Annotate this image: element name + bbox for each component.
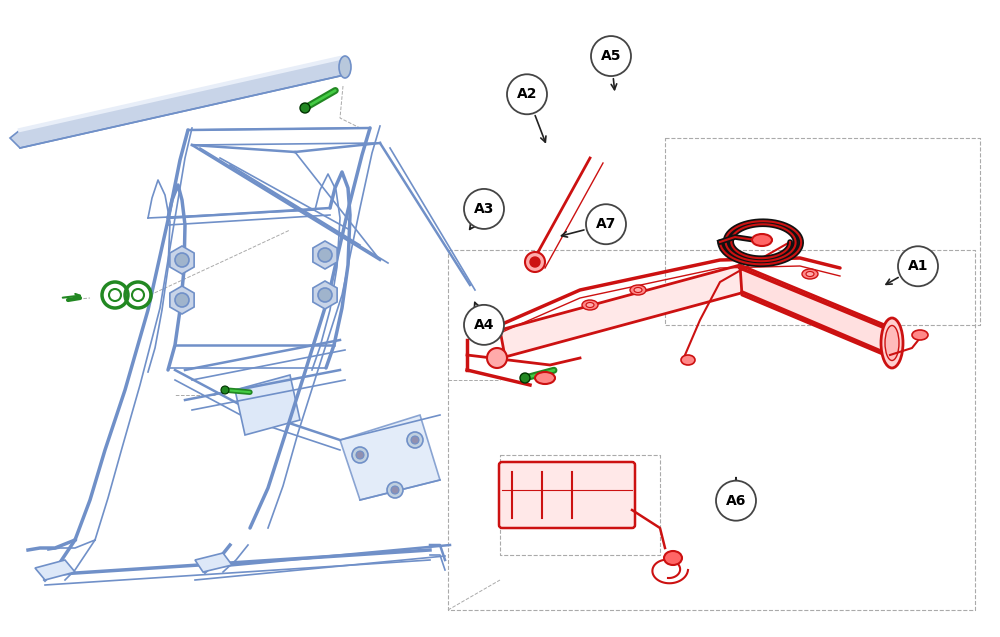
- Circle shape: [487, 348, 507, 368]
- Circle shape: [716, 481, 756, 520]
- Circle shape: [898, 247, 938, 286]
- Circle shape: [407, 432, 423, 448]
- Ellipse shape: [681, 355, 695, 365]
- Circle shape: [591, 36, 631, 76]
- Circle shape: [300, 103, 310, 113]
- Polygon shape: [170, 246, 194, 274]
- Circle shape: [387, 482, 403, 498]
- Circle shape: [352, 447, 368, 463]
- Ellipse shape: [535, 372, 555, 384]
- Polygon shape: [170, 286, 194, 314]
- Ellipse shape: [881, 318, 903, 368]
- Ellipse shape: [806, 271, 814, 276]
- Polygon shape: [313, 241, 337, 269]
- Polygon shape: [500, 265, 745, 357]
- Text: A4: A4: [474, 318, 494, 332]
- Polygon shape: [340, 415, 440, 500]
- Text: A1: A1: [908, 259, 928, 273]
- Ellipse shape: [634, 287, 642, 292]
- Polygon shape: [313, 281, 337, 309]
- Polygon shape: [10, 58, 350, 148]
- Circle shape: [530, 257, 540, 267]
- Circle shape: [464, 189, 504, 229]
- Polygon shape: [195, 553, 232, 572]
- Circle shape: [411, 436, 419, 444]
- Text: A3: A3: [474, 202, 494, 216]
- Circle shape: [507, 75, 547, 114]
- Circle shape: [464, 305, 504, 345]
- Ellipse shape: [912, 330, 928, 340]
- Ellipse shape: [802, 269, 818, 279]
- Ellipse shape: [339, 56, 351, 78]
- Text: A6: A6: [726, 494, 746, 508]
- Circle shape: [318, 288, 332, 302]
- FancyBboxPatch shape: [499, 462, 635, 528]
- Circle shape: [356, 451, 364, 459]
- Circle shape: [586, 204, 626, 244]
- Ellipse shape: [586, 303, 594, 308]
- Circle shape: [221, 386, 229, 394]
- Circle shape: [175, 293, 189, 307]
- Polygon shape: [235, 375, 300, 435]
- Ellipse shape: [752, 234, 772, 246]
- Text: A7: A7: [596, 217, 616, 231]
- Circle shape: [520, 373, 530, 383]
- Circle shape: [175, 253, 189, 267]
- Circle shape: [525, 252, 545, 272]
- Circle shape: [391, 486, 399, 494]
- Ellipse shape: [664, 551, 682, 565]
- Circle shape: [318, 248, 332, 262]
- Polygon shape: [740, 265, 892, 358]
- Ellipse shape: [582, 300, 598, 310]
- Ellipse shape: [885, 326, 899, 361]
- Ellipse shape: [630, 285, 646, 295]
- Text: A5: A5: [601, 49, 621, 63]
- Text: A2: A2: [517, 87, 537, 101]
- Polygon shape: [35, 560, 75, 580]
